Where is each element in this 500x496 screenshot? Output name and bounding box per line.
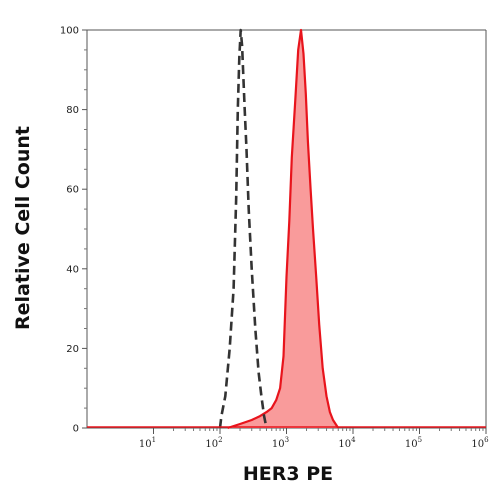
- y-axis-title: Relative Cell Count: [12, 126, 34, 330]
- x-tick-label: 106: [471, 436, 489, 450]
- x-tick-label: 105: [405, 436, 422, 450]
- y-tick-label: 20: [66, 344, 79, 355]
- x-axis-ticks: 101 102 103 104 105 106: [139, 428, 489, 450]
- y-tick-label: 100: [60, 26, 79, 37]
- x-tick-label: 104: [338, 436, 356, 450]
- control-histogram-line: [218, 28, 268, 429]
- x-tick-label: 101: [139, 436, 156, 450]
- x-tick-label: 103: [272, 436, 289, 450]
- x-tick-label: 102: [205, 436, 222, 450]
- x-axis-title: HER3 PE: [243, 463, 333, 485]
- y-tick-label: 0: [73, 424, 79, 435]
- series-fill-area: [227, 30, 339, 428]
- y-tick-label: 40: [66, 264, 79, 275]
- y-tick-label: 80: [66, 105, 79, 116]
- stained-histogram-line: [227, 28, 340, 430]
- series-layer: [87, 28, 486, 430]
- y-tick-label: 60: [66, 185, 79, 196]
- y-axis-ticks: 0 20 40 60 80 100: [60, 26, 87, 435]
